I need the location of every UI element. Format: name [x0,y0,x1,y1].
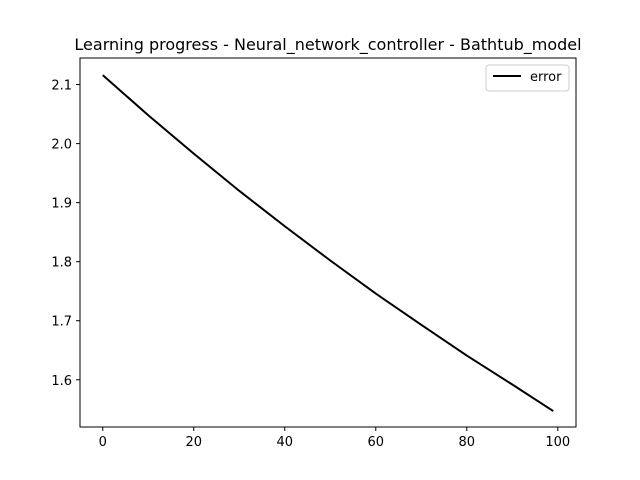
x-tick-label: 60 [368,435,385,450]
axes-frame [79,57,577,428]
y-tick-label: 1.9 [51,197,72,212]
y-tick-label: 1.8 [51,256,72,271]
chart-title: Learning progress - Neural_network_contr… [74,35,581,55]
legend-label-error: error [530,70,562,85]
x-axis: 0 20 40 60 80 100 [99,427,570,450]
x-tick-label: 20 [185,435,202,450]
plot-area [102,74,554,412]
y-tick-label: 2.1 [51,79,72,94]
x-tick-label: 80 [459,435,476,450]
y-tick-label: 2.0 [51,138,72,153]
x-tick-label: 100 [545,435,570,450]
x-tick-label: 40 [276,435,293,450]
y-axis: 1.6 1.7 1.8 1.9 2.0 2.1 [51,79,80,389]
legend-box [485,64,570,92]
y-tick-label: 1.6 [51,374,72,389]
y-tick-label: 1.7 [51,315,72,330]
series-line-error [102,74,554,412]
x-tick-label: 0 [99,435,107,450]
legend: error [485,64,570,92]
